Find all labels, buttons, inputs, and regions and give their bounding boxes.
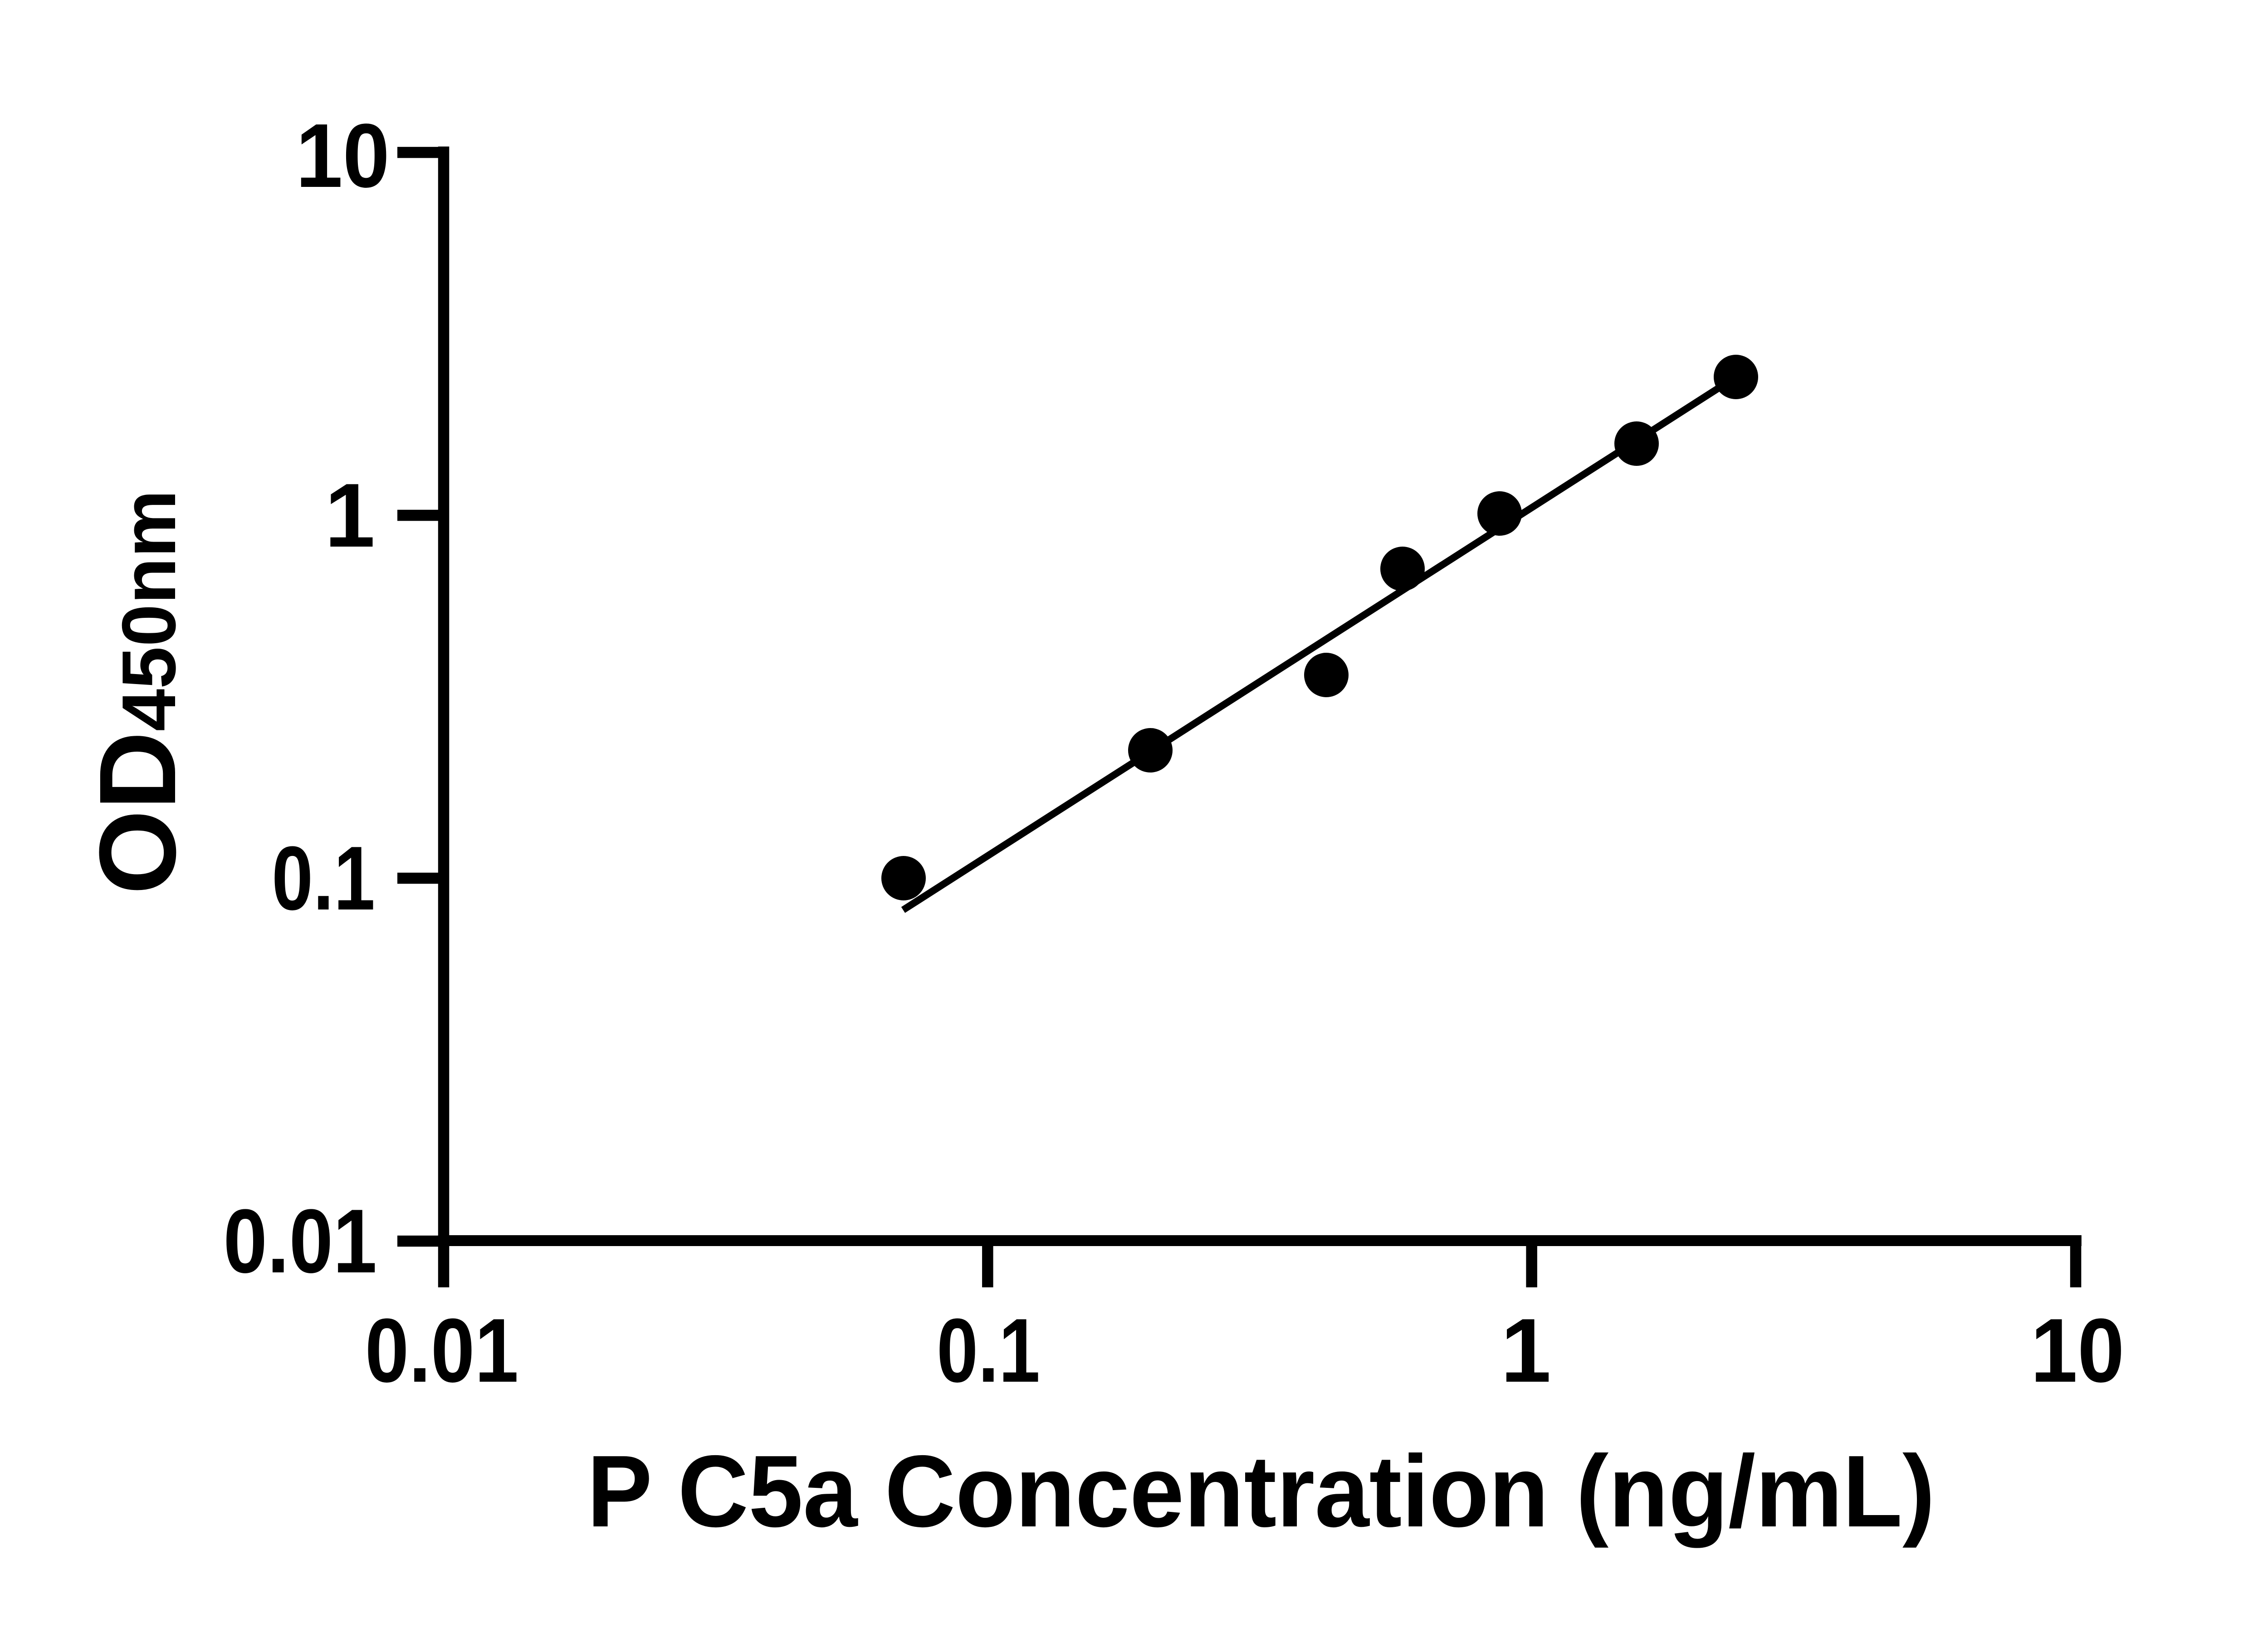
svg-text:10: 10 xyxy=(296,105,390,206)
svg-text:0.1: 0.1 xyxy=(272,827,375,929)
svg-text:1: 1 xyxy=(325,465,375,566)
svg-text:0.01: 0.01 xyxy=(365,1300,519,1401)
svg-text:0.01: 0.01 xyxy=(223,1190,377,1292)
svg-text:P C5a Concentration (ng/mL): P C5a Concentration (ng/mL) xyxy=(587,1434,1935,1548)
svg-text:1: 1 xyxy=(1501,1300,1551,1401)
svg-text:0.1: 0.1 xyxy=(937,1299,1040,1401)
svg-text:10: 10 xyxy=(2031,1300,2125,1401)
svg-text:OD450nm: OD450nm xyxy=(77,490,198,895)
